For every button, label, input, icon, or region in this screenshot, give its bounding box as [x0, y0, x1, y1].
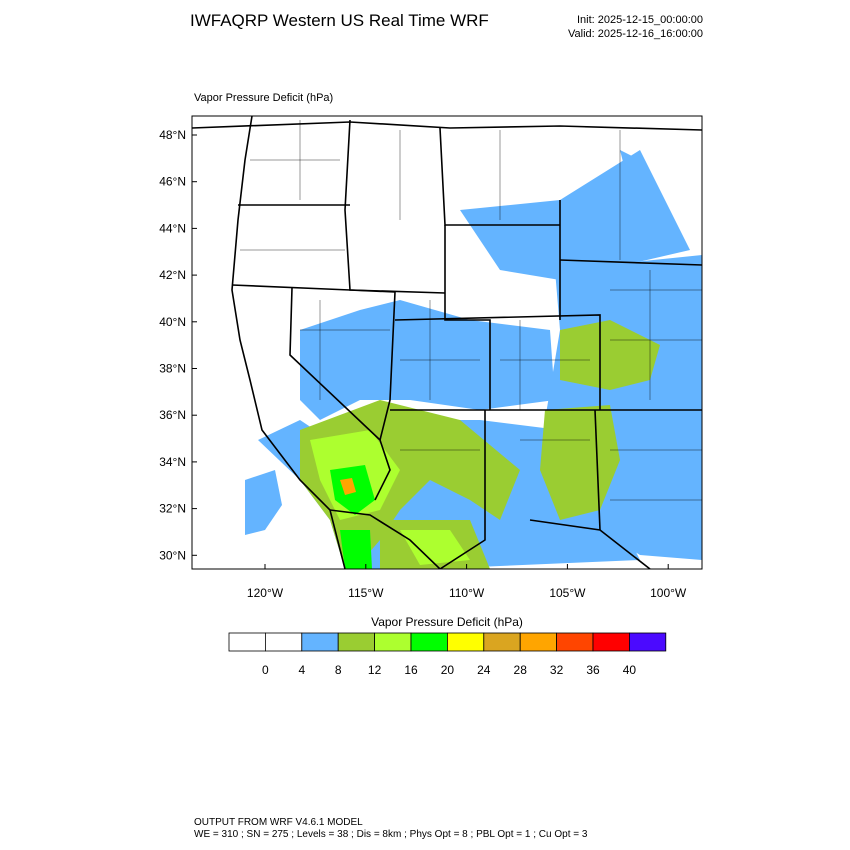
colorbar-label: 16 — [404, 663, 418, 677]
colorbar-box — [592, 632, 630, 652]
colorbar-label: 24 — [477, 663, 491, 677]
colorbar-label: 20 — [441, 663, 455, 677]
colorbar-box — [410, 632, 448, 652]
lat-label: 34°N — [159, 455, 186, 469]
colorbar-box — [519, 632, 558, 652]
lat-label: 32°N — [159, 502, 186, 516]
map-subtitle: Vapor Pressure Deficit (hPa) — [194, 92, 333, 104]
map: 48°N 46°N 44°N 42°N 40°N 38°N 36°N 34°N 32°N 30°N… — [159, 115, 703, 600]
lat-label: 40°N — [159, 315, 186, 329]
valid-time: Valid: 2025-12-16_16:00:00 — [568, 28, 703, 40]
lon-label: 120°W — [247, 586, 284, 600]
colorbar-box — [556, 632, 594, 652]
colorbar: 0 4 8 12 16 20 24 28 32 36 40 — [228, 632, 667, 677]
colorbar-box — [264, 632, 303, 652]
lat-label: 44°N — [159, 221, 186, 235]
colorbar-label: 0 — [262, 663, 269, 677]
colorbar-label: 4 — [298, 663, 305, 677]
lat-labels: 48°N 46°N 44°N 42°N 40°N 38°N 36°N 34°N 32°N 30°N — [159, 128, 197, 562]
lat-label: 48°N — [159, 128, 186, 142]
lon-label: 100°W — [650, 586, 687, 600]
lat-label: 30°N — [159, 548, 186, 562]
lat-label: 46°N — [159, 175, 186, 189]
lon-labels: 120°W 115°W 110°W 105°W 100°W — [247, 564, 687, 600]
colorbar-label: 36 — [586, 663, 600, 677]
colorbar-label: 32 — [550, 663, 564, 677]
county-lines — [240, 120, 702, 501]
colorbar-label: 8 — [335, 663, 342, 677]
colorbar-box — [228, 632, 266, 652]
lat-label: 36°N — [159, 408, 186, 422]
colorbar-label: 28 — [514, 663, 528, 677]
lon-label: 105°W — [549, 586, 586, 600]
vpd-field — [330, 465, 375, 569]
colorbar-label: 40 — [623, 663, 637, 677]
footer-line: WE = 310 ; SN = 275 ; Levels = 38 ; Dis … — [194, 829, 588, 840]
lat-label: 42°N — [159, 268, 186, 282]
colorbar-label: 12 — [368, 663, 382, 677]
colorbar-box — [446, 632, 485, 652]
lat-label: 38°N — [159, 362, 186, 376]
boundaries — [192, 116, 702, 569]
colorbar-box — [301, 632, 339, 652]
footer-line: OUTPUT FROM WRF V4.6.1 MODEL — [194, 817, 363, 828]
colorbar-title: Vapor Pressure Deficit (hPa) — [371, 615, 523, 629]
lon-label: 115°W — [348, 586, 384, 600]
colorbar-box — [483, 632, 521, 652]
lon-label: 110°W — [449, 586, 485, 600]
vpd-field — [340, 478, 356, 495]
init-time: Init: 2025-12-15_00:00:00 — [577, 14, 703, 26]
colorbar-box — [629, 632, 667, 652]
colorbar-box — [337, 632, 376, 652]
map-frame — [191, 115, 703, 570]
colorbar-box — [374, 632, 412, 652]
title: IWFAQRP Western US Real Time WRF — [190, 11, 489, 30]
